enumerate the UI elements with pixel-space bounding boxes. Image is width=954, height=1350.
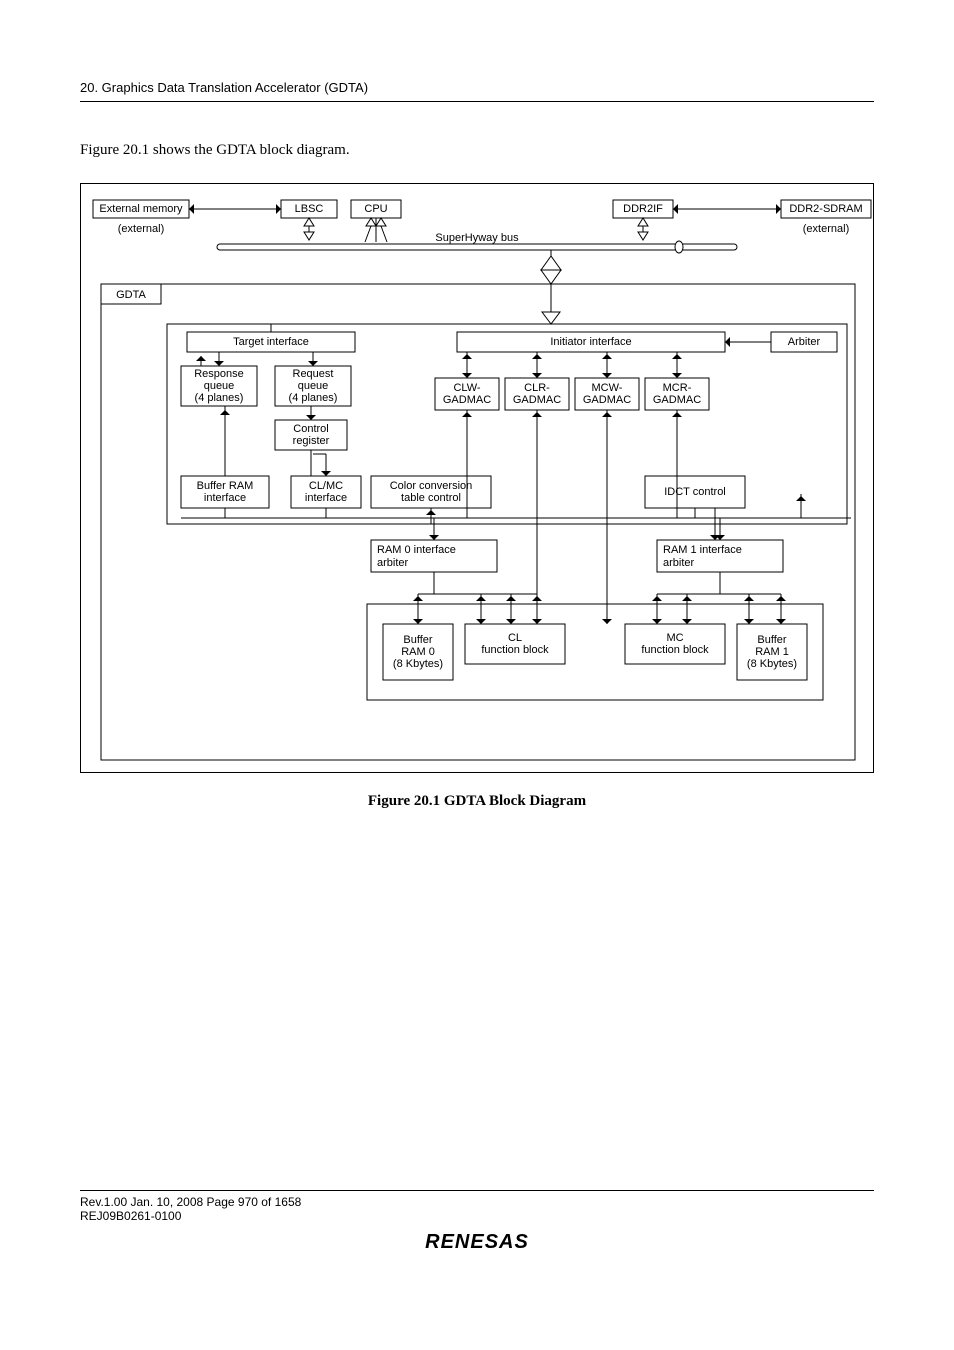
svg-text:interface: interface (305, 492, 347, 504)
svg-text:GADMAC: GADMAC (513, 394, 561, 406)
svg-text:(8 Kbytes): (8 Kbytes) (747, 658, 797, 670)
svg-text:RAM 0 interface: RAM 0 interface (377, 544, 456, 556)
svg-text:queue: queue (298, 380, 329, 392)
svg-text:RAM 0: RAM 0 (401, 646, 435, 658)
svg-text:RAM 1 interface: RAM 1 interface (663, 544, 742, 556)
block-diagram: External memory (external) LBSC CPU DDR2IF DD… (80, 183, 874, 773)
svg-text:GADMAC: GADMAC (443, 394, 491, 406)
svg-text:(4 planes): (4 planes) (195, 392, 244, 404)
svg-text:CL: CL (508, 632, 522, 644)
svg-text:GDTA: GDTA (116, 289, 146, 301)
svg-text:interface: interface (204, 492, 246, 504)
svg-text:MC: MC (666, 632, 683, 644)
svg-text:arbiter: arbiter (377, 557, 409, 569)
svg-text:CLR-: CLR- (524, 382, 550, 394)
section-header: 20. Graphics Data Translation Accelerato… (80, 80, 874, 102)
svg-text:SuperHyway bus: SuperHyway bus (435, 232, 519, 244)
svg-text:function block: function block (641, 644, 709, 656)
svg-text:table control: table control (401, 492, 461, 504)
svg-text:DDR2-SDRAM: DDR2-SDRAM (789, 203, 862, 215)
svg-text:MCW-: MCW- (592, 382, 623, 394)
svg-text:External memory: External memory (99, 203, 183, 215)
svg-text:function block: function block (481, 644, 549, 656)
svg-text:(external): (external) (118, 223, 164, 235)
footer-rev: Rev.1.00 Jan. 10, 2008 Page 970 of 1658 (80, 1195, 874, 1209)
figure-caption: Figure 20.1 GDTA Block Diagram (80, 793, 874, 810)
svg-text:RAM 1: RAM 1 (755, 646, 789, 658)
svg-text:MCR-: MCR- (663, 382, 692, 394)
svg-text:GADMAC: GADMAC (653, 394, 701, 406)
intro-text: Figure 20.1 shows the GDTA block diagram… (80, 142, 874, 159)
svg-text:CL/MC: CL/MC (309, 480, 343, 492)
svg-text:Initiator interface: Initiator interface (550, 336, 631, 348)
svg-text:(8 Kbytes): (8 Kbytes) (393, 658, 443, 670)
svg-text:Buffer: Buffer (403, 634, 432, 646)
svg-text:DDR2IF: DDR2IF (623, 203, 663, 215)
svg-text:register: register (293, 435, 330, 447)
svg-text:Buffer: Buffer (757, 634, 786, 646)
svg-text:LBSC: LBSC (295, 203, 324, 215)
svg-text:Target interface: Target interface (233, 336, 309, 348)
svg-text:CLW-: CLW- (453, 382, 480, 394)
svg-text:Request: Request (293, 368, 334, 380)
svg-text:queue: queue (204, 380, 235, 392)
page-footer: Rev.1.00 Jan. 10, 2008 Page 970 of 1658 … (80, 1190, 874, 1254)
svg-text:CPU: CPU (364, 203, 387, 215)
svg-text:(4 planes): (4 planes) (289, 392, 338, 404)
footer-doc: REJ09B0261-0100 (80, 1209, 874, 1223)
svg-text:IDCT control: IDCT control (664, 486, 726, 498)
svg-text:GADMAC: GADMAC (583, 394, 631, 406)
svg-text:Arbiter: Arbiter (788, 336, 821, 348)
svg-text:Color conversion: Color conversion (390, 480, 473, 492)
svg-text:Buffer RAM: Buffer RAM (197, 480, 254, 492)
svg-text:(external): (external) (803, 223, 849, 235)
renesas-logo: RENESAS (80, 1231, 874, 1254)
svg-text:Response: Response (194, 368, 244, 380)
svg-text:Control: Control (293, 423, 328, 435)
svg-text:arbiter: arbiter (663, 557, 695, 569)
